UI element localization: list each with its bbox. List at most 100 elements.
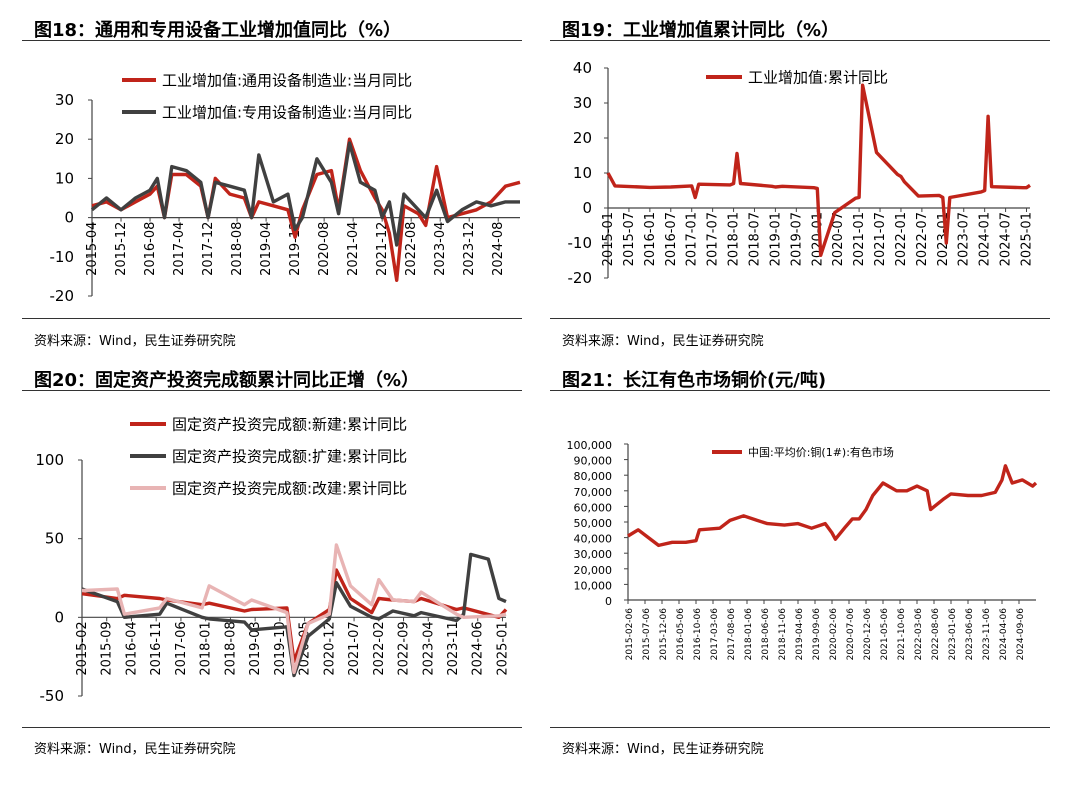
x-tick-label: 2022-03-06 [914,608,924,661]
y-tick-label: -10 [50,248,75,266]
x-tick-label: 2018-08 [223,621,238,675]
x-tick-label: 2020-12 [322,621,337,675]
x-tick-label: 2015-09 [100,621,115,675]
y-tick-label: 0 [605,595,612,608]
x-tick-label: 2015-02-06 [625,608,635,661]
chart-fig19: 40 30 20 10 0 -10 -20 2015-01 2015-07 2016-01 2016… [568,59,1035,287]
x-tick-label: 2016-04 [124,621,139,675]
source-note: 资料来源：Wind，民生证券研究院 [34,334,236,349]
x-tick-label: 2016-07 [664,212,679,266]
source-divider [22,318,522,319]
x-tick-label: 2024-01 [978,212,993,266]
x-tick-label: 2022-08-06 [931,608,941,661]
x-tick-label: 2015-01 [601,212,616,266]
x-tick-label: 2017-07 [706,212,721,266]
x-tick-label: 2022-01 [894,212,909,266]
source-note: 资料来源：Wind，民生证券研究院 [34,742,236,757]
x-tick-label: 2016-01 [643,212,658,266]
x-tick-label: 2022-08 [404,222,419,276]
chart-fig21: 100,000 90,000 80,000 70,000 60,000 50,000 40,… [567,439,1038,661]
x-tick-label: 2017-01 [685,212,700,266]
chart-panel-fig20: 图20：固定资产投资完成额累计同比正增（%） 100 50 0 -50 2015-02 2… [22,362,542,757]
x-tick-label: 2025-01 [495,621,510,675]
x-tick-label: 2020-12-06 [863,608,873,661]
x-tick-label: 2019-09-06 [812,608,822,661]
y-tick-label: 20 [55,130,74,148]
x-tick-label: 2020-08 [317,222,332,276]
legend-label: 工业增加值:专用设备制造业:当月同比 [162,103,412,121]
chart-panel-fig18: 图18：通用和专用设备工业增加值同比（%） 30 20 10 0 -10 -20 2015-… [22,0,542,395]
x-tick-label: 2023-04 [433,222,448,276]
y-tick-label: -10 [568,234,593,252]
source-note: 资料来源：Wind，民生证券研究院 [562,334,764,349]
x-tick-label: 2019-04-06 [795,608,805,661]
series-line [90,141,520,247]
title-divider [550,390,1050,391]
x-tick-label: 2019-10 [273,621,288,675]
y-tick-label: 10 [55,169,74,187]
chart-title: 图20：固定资产投资完成额累计同比正增（%） [34,370,420,391]
legend-label: 中国:平均价:铜(1#):有色市场 [748,445,894,459]
x-tick-label: 2016-05-06 [676,608,686,661]
x-tick-label: 2018-08 [230,222,245,276]
x-tick-label: 2023-06-06 [965,608,975,661]
y-tick-label: 20 [573,129,592,147]
x-tick-label: 2024-04-06 [999,608,1009,661]
x-tick-label: 2016-08 [143,222,158,276]
chart-panel-fig21: 图21：长江有色市场铜价(元/吨) 100,000 90,000 80,000 70,… [550,362,1070,757]
x-tick-label: 2018-01 [199,621,214,675]
y-tick-label: 90,000 [574,455,613,468]
x-tick-label: 2022-07 [915,212,930,266]
x-tick-label: 2017-04 [172,222,187,276]
chart-title: 图19：工业增加值累计同比（%） [562,20,840,41]
title-divider [22,390,522,391]
x-tick-label: 2021-12 [375,222,390,276]
series-line [81,543,507,675]
y-tick-label: 30 [55,91,74,109]
x-tick-label: 2017-06 [174,621,189,675]
chart-title: 图21：长江有色市场铜价(元/吨) [562,370,827,391]
x-tick-label: 2024-06 [471,621,486,675]
x-tick-label: 2015-02 [75,621,90,675]
x-tick-label: 2020-07-06 [846,608,856,661]
y-tick-label: 0 [582,199,592,217]
x-tick-label: 2023-11 [446,621,461,675]
y-tick-label: 0 [54,608,64,626]
x-tick-label: 2024-09-06 [1016,608,1026,661]
legend-label: 固定资产投资完成额:新建:累计同比 [172,415,407,433]
x-tick-label: 2017-08-06 [727,608,737,661]
y-tick-label: 10 [573,164,592,182]
y-tick-label: 60,000 [574,501,613,514]
y-tick-label: 0 [64,209,74,227]
x-tick-label: 2018-07 [747,212,762,266]
chart-fig18: 30 20 10 0 -10 -20 2015-04 2015-12 2016-08 2017-0… [50,71,521,305]
x-tick-label: 2020-02-06 [829,608,839,661]
y-tick-label: 70,000 [574,486,613,499]
y-tick-label: 50,000 [574,517,613,530]
y-tick-label: -20 [50,287,75,305]
source-note: 资料来源：Wind，民生证券研究院 [562,742,764,757]
x-tick-label: 2015-04 [85,222,100,276]
x-tick-label: 2015-12-06 [659,608,669,661]
y-tick-label: 50 [45,530,64,548]
y-tick-label: 100,000 [567,439,613,452]
x-tick-label: 2019-12 [288,222,303,276]
y-tick-label: 30 [573,94,592,112]
x-tick-label: 2018-01 [727,212,742,266]
source-divider [550,727,1050,728]
y-tick-label: -20 [568,269,593,287]
series-line [627,464,1038,548]
y-tick-label: 20,000 [574,564,613,577]
y-tick-label: 30,000 [574,548,613,561]
series-line [606,83,1031,257]
x-tick-label: 2019-07 [789,212,804,266]
x-tick-label: 2016-11 [149,621,164,675]
x-tick-label: 2025-01 [1020,212,1035,266]
y-tick-label: -50 [40,687,65,705]
x-tick-label: 2024-08 [491,222,506,276]
legend-label: 工业增加值:通用设备制造业:当月同比 [162,71,412,89]
y-tick-label: 100 [35,451,64,469]
x-tick-label: 2023-04 [421,621,436,675]
x-tick-label: 2020-07 [831,212,846,266]
x-tick-label: 2015-07-06 [642,608,652,661]
